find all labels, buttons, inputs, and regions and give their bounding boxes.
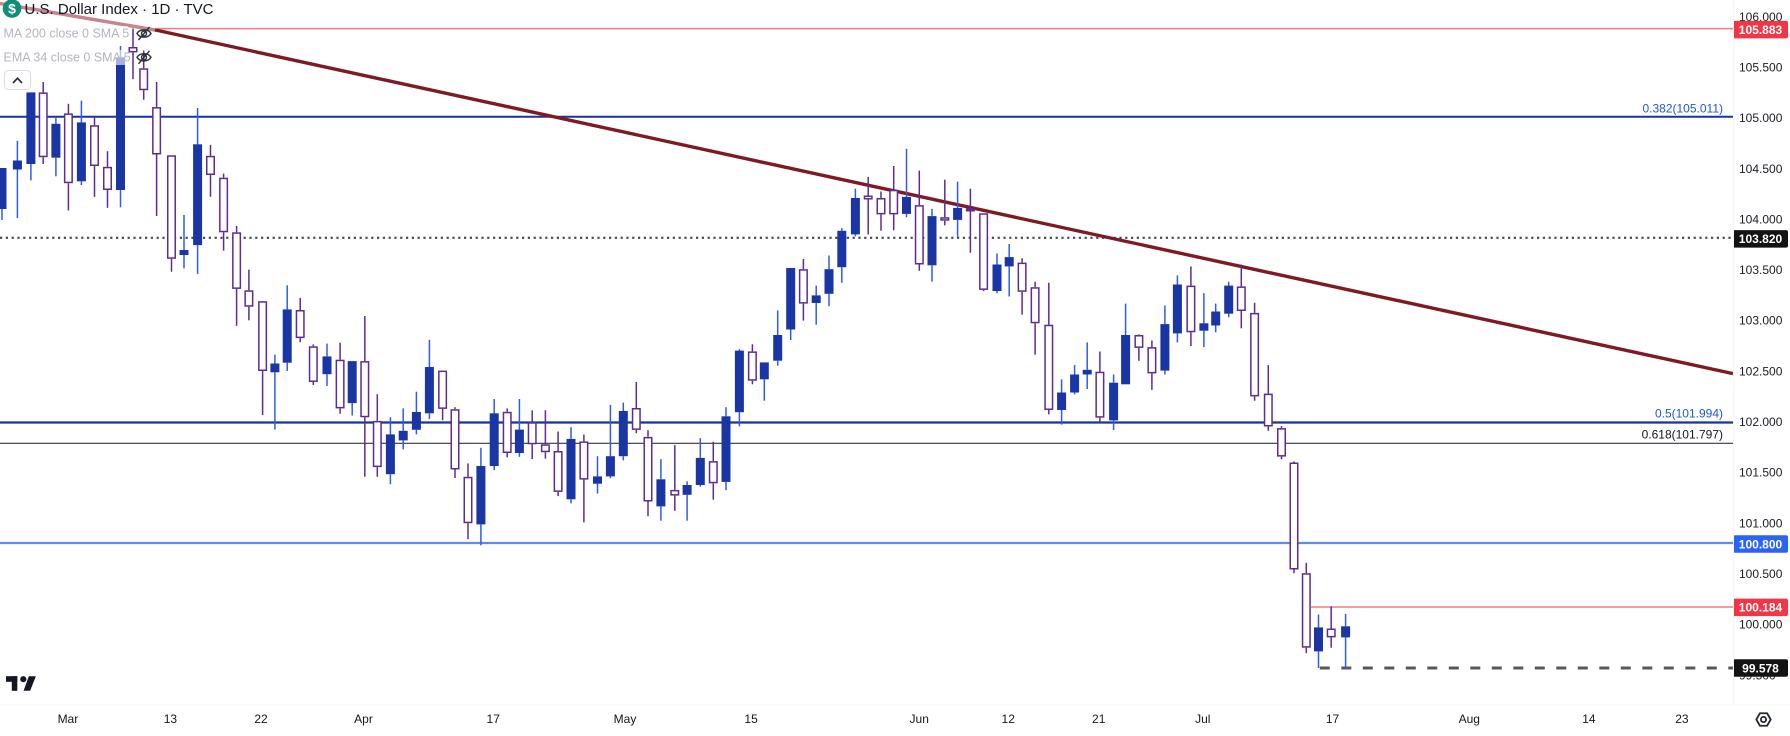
svg-text:100.800: 100.800 — [1739, 537, 1783, 551]
svg-text:103.820: 103.820 — [1739, 232, 1783, 246]
svg-text:102.000: 102.000 — [1739, 415, 1783, 429]
svg-text:17: 17 — [1326, 712, 1340, 726]
svg-text:Jul: Jul — [1195, 712, 1210, 726]
svg-text:100.500: 100.500 — [1739, 567, 1783, 581]
svg-text:$: $ — [8, 0, 16, 16]
svg-text:0.618(101.797): 0.618(101.797) — [1642, 427, 1723, 441]
svg-text:104.000: 104.000 — [1739, 212, 1783, 226]
svg-text:15: 15 — [744, 712, 758, 726]
svg-text:101.000: 101.000 — [1739, 516, 1783, 530]
svg-text:106.000: 106.000 — [1739, 10, 1783, 24]
svg-text:0.5(101.994): 0.5(101.994) — [1655, 407, 1723, 421]
svg-text:Mar: Mar — [58, 712, 79, 726]
svg-text:100.184: 100.184 — [1739, 601, 1783, 615]
svg-text:Apr: Apr — [354, 712, 373, 726]
svg-text:13: 13 — [164, 712, 178, 726]
svg-text:105.000: 105.000 — [1739, 111, 1783, 125]
svg-text:May: May — [614, 712, 637, 726]
svg-text:22: 22 — [254, 712, 268, 726]
svg-text:101.500: 101.500 — [1739, 466, 1783, 480]
svg-text:99.578: 99.578 — [1742, 661, 1779, 675]
svg-text:14: 14 — [1582, 712, 1596, 726]
svg-text:103.500: 103.500 — [1739, 263, 1783, 277]
svg-text:102.500: 102.500 — [1739, 364, 1783, 378]
svg-text:23: 23 — [1675, 712, 1689, 726]
svg-text:U.S. Dollar Index · 1D · TVC: U.S. Dollar Index · 1D · TVC — [25, 1, 214, 18]
svg-text:0.382(105.011): 0.382(105.011) — [1642, 102, 1723, 116]
svg-text:MA 200 close 0 SMA 5: MA 200 close 0 SMA 5 — [4, 27, 130, 41]
svg-text:103.000: 103.000 — [1739, 314, 1783, 328]
svg-text:105.883: 105.883 — [1739, 23, 1783, 37]
svg-text:17: 17 — [487, 712, 501, 726]
svg-text:105.500: 105.500 — [1739, 60, 1783, 74]
svg-text:12: 12 — [1002, 712, 1016, 726]
svg-text:Aug: Aug — [1459, 712, 1480, 726]
svg-text:Jun: Jun — [910, 712, 929, 726]
svg-text:100.000: 100.000 — [1739, 618, 1783, 632]
svg-text:EMA 34 close 0 SMA 5: EMA 34 close 0 SMA 5 — [4, 51, 131, 65]
svg-text:104.500: 104.500 — [1739, 162, 1783, 176]
svg-text:21: 21 — [1092, 712, 1106, 726]
